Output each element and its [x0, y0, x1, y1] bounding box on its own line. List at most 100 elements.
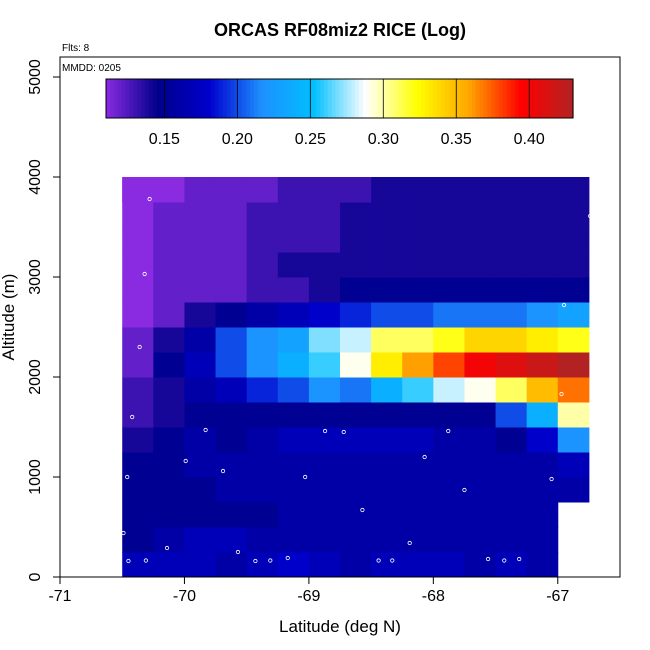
heatmap-cell: [122, 252, 154, 278]
heatmap-cell: [340, 502, 372, 528]
colorbar-segment: [211, 79, 216, 118]
colorbar-segment: [534, 79, 539, 118]
heatmap-cell: [122, 202, 154, 228]
heatmap-cell: [526, 477, 559, 503]
colorbar-segment: [183, 79, 189, 118]
heatmap-cell: [495, 402, 528, 428]
plot-area: [121, 177, 593, 578]
colorbar-segment: [191, 79, 197, 118]
heatmap-cell: [246, 352, 279, 378]
heatmap-cell: [371, 227, 403, 253]
colorbar-segment: [117, 79, 123, 118]
heatmap-cell: [215, 202, 248, 228]
colorbar-segment: [316, 79, 321, 118]
heatmap-cell: [464, 552, 497, 578]
flight-track-point: [137, 344, 142, 350]
flight-track-point: [121, 530, 126, 536]
y-tick-label: 2000: [27, 359, 44, 395]
heatmap-cell: [371, 452, 403, 478]
heatmap-cell: [402, 552, 434, 578]
colorbar-segment: [265, 79, 271, 118]
heatmap-cell: [433, 377, 465, 403]
heatmap-cell: [246, 177, 279, 203]
flight-track-point: [561, 302, 567, 308]
heatmap-cell: [464, 527, 497, 553]
heatmap-cell: [464, 402, 497, 428]
flight-track-point: [322, 428, 328, 434]
heatmap-cell: [557, 327, 590, 353]
heatmap-cell: [464, 302, 497, 328]
heatmap-cell: [184, 252, 217, 278]
heatmap-cell: [495, 252, 528, 278]
colorbar-segment: [106, 79, 111, 118]
colorbar-segment: [425, 79, 430, 118]
heatmap-cell: [184, 352, 217, 378]
flight-track-point: [142, 271, 147, 277]
chart-title: ORCAS RF08miz2 RICE (Log): [214, 20, 466, 40]
colorbar-segment: [214, 79, 220, 118]
heatmap-cell: [340, 527, 372, 553]
colorbar-segment: [339, 79, 344, 118]
heatmap-cell: [308, 502, 341, 528]
heatmap-cell: [495, 552, 528, 578]
heatmap-cell: [495, 427, 528, 453]
colorbar-segment: [460, 79, 465, 118]
colorbar-segment: [249, 79, 255, 118]
flight-track-point: [341, 429, 346, 435]
heatmap-cell: [557, 377, 590, 403]
heatmap-cell: [402, 277, 434, 303]
heatmap-cell: [495, 277, 528, 303]
colorbar-segment: [397, 79, 403, 118]
colorbar-segment: [304, 79, 309, 118]
flight-track-point: [549, 476, 554, 482]
heatmap-cell: [215, 252, 248, 278]
colorbar-segment: [487, 79, 492, 118]
heatmap-cell: [308, 252, 341, 278]
heatmap-cell: [433, 277, 465, 303]
colorbar-segment: [526, 79, 531, 118]
heatmap-cell: [433, 202, 465, 228]
heatmap-cell: [122, 177, 154, 203]
heatmap-cell: [215, 277, 248, 303]
heatmap-cell: [433, 502, 465, 528]
heatmap-cell: [215, 377, 248, 403]
heatmap-cell: [308, 302, 341, 328]
flight-track-point: [147, 196, 152, 202]
x-tick-label: -70: [173, 588, 196, 605]
heatmap-cell: [246, 477, 279, 503]
colorbar-segment: [121, 79, 127, 118]
heatmap-cell: [153, 552, 185, 578]
colorbar-segment: [355, 79, 360, 118]
colorbar-segment: [323, 79, 329, 118]
heatmap-cell: [402, 502, 434, 528]
heatmap-cell: [526, 227, 559, 253]
heatmap-cell: [246, 452, 279, 478]
flight-track-point: [446, 428, 451, 434]
heatmap-cell: [402, 202, 434, 228]
colorbar-segment: [417, 79, 422, 118]
colorbar-segment: [545, 79, 551, 118]
heatmap-cell: [215, 302, 248, 328]
colorbar-segment: [436, 79, 442, 118]
heatmap-cell: [433, 302, 465, 328]
heatmap-cell: [308, 377, 341, 403]
flight-track-point: [517, 556, 522, 562]
colorbar-segment: [156, 79, 162, 118]
heatmap-cell: [153, 202, 185, 228]
heatmap-cell: [246, 227, 279, 253]
colorbar-tick-label: 0.15: [149, 131, 180, 148]
colorbar-segment: [382, 79, 387, 118]
heatmap-cell: [153, 327, 185, 353]
heatmap-cell: [308, 277, 341, 303]
x-tick-label: -71: [48, 588, 71, 605]
colorbar-segment: [195, 79, 200, 118]
heatmap-cell: [122, 552, 154, 578]
heatmap-cell: [526, 252, 559, 278]
heatmap-cell: [371, 427, 403, 453]
heatmap-cell: [308, 327, 341, 353]
heatmap-cell: [215, 427, 248, 453]
heatmap-cell: [184, 302, 217, 328]
colorbar-segment: [343, 79, 348, 118]
heatmap-cell: [340, 352, 372, 378]
